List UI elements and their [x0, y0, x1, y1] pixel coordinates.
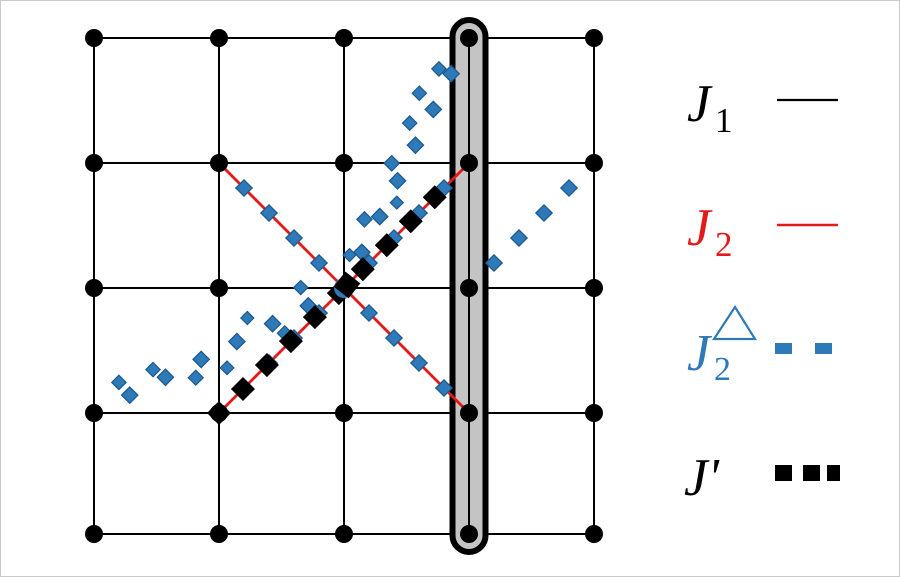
svg-text:J: J [687, 75, 713, 133]
svg-text:2: 2 [714, 351, 731, 388]
svg-text:1: 1 [715, 101, 733, 140]
svg-text:J': J' [684, 449, 721, 507]
svg-text:J: J [687, 325, 713, 382]
svg-text:J: J [687, 199, 713, 257]
svg-text:2: 2 [715, 225, 733, 264]
